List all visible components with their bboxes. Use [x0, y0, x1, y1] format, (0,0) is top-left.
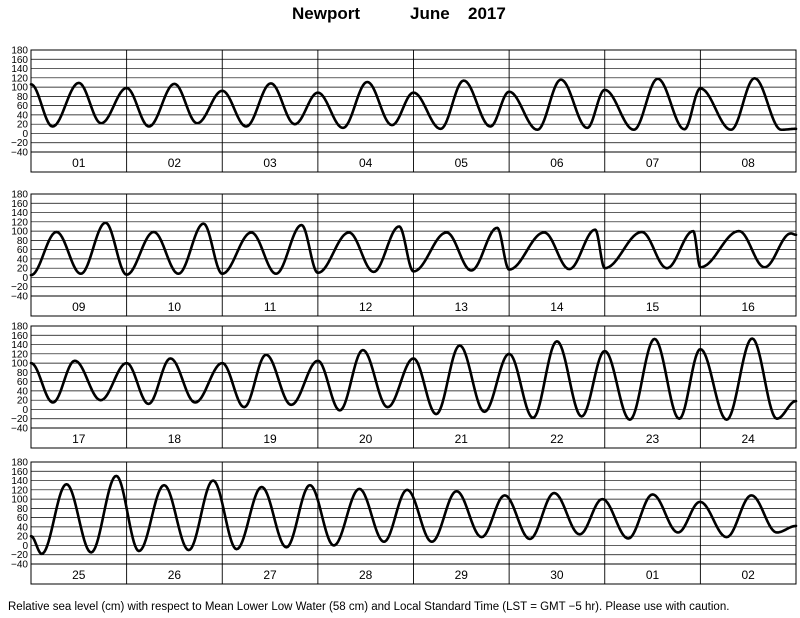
- y-tick-label: 180: [11, 458, 28, 469]
- y-tick-label: 120: [11, 73, 28, 84]
- day-label: 21: [455, 432, 469, 446]
- day-label: 15: [646, 300, 660, 314]
- y-tick-label: 100: [11, 359, 28, 370]
- y-tick-label: 100: [11, 495, 28, 506]
- day-label: 08: [742, 156, 756, 170]
- y-tick-label: 160: [11, 199, 28, 210]
- day-label: 30: [550, 568, 564, 582]
- day-label: 07: [646, 156, 660, 170]
- y-tick-label: 60: [17, 245, 29, 256]
- y-tick-label: −40: [11, 560, 28, 571]
- y-tick-label: −40: [11, 148, 28, 159]
- y-tick-label: 80: [17, 368, 29, 379]
- tide-series-line: [29, 76, 798, 132]
- day-label: 18: [168, 432, 182, 446]
- day-label: 10: [168, 300, 182, 314]
- y-tick-label: −20: [11, 414, 28, 425]
- y-tick-label: −20: [11, 282, 28, 293]
- y-tick-label: 40: [17, 522, 29, 533]
- y-tick-label: 20: [17, 396, 29, 407]
- y-tick-label: 60: [17, 377, 29, 388]
- panel-frame: [30, 193, 797, 317]
- footnote: Relative sea level (cm) with respect to …: [8, 601, 730, 613]
- y-tick-label: 140: [11, 476, 28, 487]
- y-tick-label: −40: [11, 292, 28, 303]
- y-tick-label: 40: [17, 254, 29, 265]
- y-tick-label: 180: [11, 190, 28, 201]
- y-tick-label: 40: [17, 386, 29, 397]
- y-tick-label: −40: [11, 424, 28, 435]
- y-tick-label: −20: [11, 550, 28, 561]
- day-label: 11: [264, 300, 277, 314]
- y-tick-label: −20: [11, 138, 28, 149]
- day-label: 01: [646, 568, 660, 582]
- y-tick-label: 120: [11, 349, 28, 360]
- y-tick-label: 20: [17, 264, 29, 275]
- y-tick-label: 80: [17, 92, 29, 103]
- y-tick-label: 80: [17, 236, 29, 247]
- day-label: 23: [646, 432, 660, 446]
- y-tick-label: 160: [11, 331, 28, 342]
- day-label: 28: [359, 568, 373, 582]
- y-tick-label: 120: [11, 485, 28, 496]
- panel-frame: [30, 461, 797, 585]
- tide-series-line: [29, 221, 798, 277]
- day-label: 06: [550, 156, 564, 170]
- title-month: June: [410, 4, 450, 23]
- day-label: 01: [72, 156, 86, 170]
- day-label: 04: [359, 156, 373, 170]
- y-tick-label: 0: [22, 129, 28, 140]
- day-label: 24: [742, 432, 756, 446]
- tide-series-line: [29, 474, 798, 556]
- day-label: 22: [550, 432, 564, 446]
- day-label: 12: [359, 300, 373, 314]
- y-tick-label: 180: [11, 46, 28, 57]
- day-label: 27: [263, 568, 277, 582]
- day-label: 02: [742, 568, 756, 582]
- y-tick-label: 60: [17, 513, 29, 524]
- y-tick-label: 140: [11, 64, 28, 75]
- day-label: 20: [359, 432, 373, 446]
- y-tick-label: 100: [11, 83, 28, 94]
- y-tick-label: 120: [11, 217, 28, 228]
- panel-frame: [30, 325, 797, 449]
- y-tick-label: 140: [11, 340, 28, 351]
- y-tick-label: 100: [11, 227, 28, 238]
- day-label: 14: [550, 300, 564, 314]
- y-tick-label: 0: [22, 273, 28, 284]
- day-label: 02: [168, 156, 182, 170]
- y-tick-label: 0: [22, 541, 28, 552]
- day-label: 09: [72, 300, 86, 314]
- panel-frame: [30, 49, 797, 173]
- y-tick-label: 180: [11, 322, 28, 333]
- y-tick-label: 160: [11, 55, 28, 66]
- day-label: 13: [455, 300, 469, 314]
- day-label: 17: [72, 432, 86, 446]
- y-tick-label: 80: [17, 504, 29, 515]
- y-tick-label: 0: [22, 405, 28, 416]
- y-tick-label: 40: [17, 110, 29, 121]
- y-tick-label: 60: [17, 101, 29, 112]
- day-label: 19: [263, 432, 277, 446]
- y-tick-label: 140: [11, 208, 28, 219]
- title-year: 2017: [468, 4, 506, 23]
- day-label: 16: [742, 300, 756, 314]
- tide-series-line: [29, 337, 798, 421]
- day-label: 29: [455, 568, 469, 582]
- day-label: 26: [168, 568, 182, 582]
- day-label: 05: [455, 156, 469, 170]
- y-tick-label: 20: [17, 120, 29, 131]
- day-label: 25: [72, 568, 86, 582]
- y-tick-label: 20: [17, 532, 29, 543]
- day-label: 03: [263, 156, 277, 170]
- chart-title: Newport June 2017: [0, 4, 800, 28]
- title-location: Newport: [292, 4, 360, 23]
- y-tick-label: 160: [11, 467, 28, 478]
